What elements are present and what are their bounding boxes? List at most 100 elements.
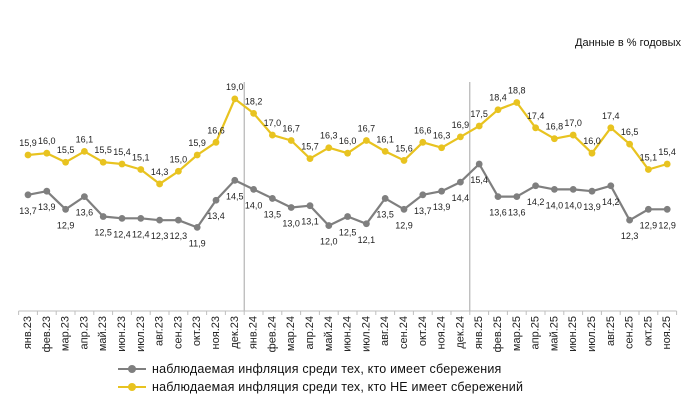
data-point-0 (663, 205, 671, 213)
data-point-1 (569, 131, 577, 139)
x-tick-label: июн.25 (567, 316, 579, 352)
data-point-1 (419, 138, 427, 146)
data-label-1: 16,7 (358, 124, 376, 134)
data-point-0 (457, 178, 464, 186)
data-label-0: 11,9 (189, 238, 206, 248)
x-tick-label: май.24 (323, 316, 335, 351)
x-tick-label: авг.23 (154, 316, 166, 346)
data-point-1 (551, 135, 558, 143)
data-label-0: 13,4 (207, 211, 225, 221)
data-label-0: 12,1 (358, 235, 376, 245)
x-tick-label: фев.25 (492, 316, 504, 352)
data-point-0 (81, 193, 88, 201)
data-label-0: 13,6 (489, 208, 507, 218)
data-label-0: 12,3 (151, 231, 169, 241)
data-point-1 (306, 155, 314, 163)
data-label-0: 12,9 (640, 220, 658, 230)
data-label-0: 12,4 (132, 229, 150, 239)
x-tick-label: авг.25 (605, 316, 617, 346)
data-label-1: 17,4 (527, 111, 545, 121)
legend-swatch-non-savers (118, 381, 146, 393)
data-point-1 (607, 124, 615, 132)
data-label-1: 16,7 (282, 124, 300, 134)
data-point-0 (607, 182, 615, 190)
data-point-0 (513, 193, 521, 201)
data-point-1 (645, 166, 652, 173)
data-label-0: 12,9 (658, 220, 676, 230)
x-axis-tick-labels: янв.23 фев.23 мар.23 апр.23 май.23 июн.23 июл.… (22, 316, 673, 352)
data-point-0 (62, 205, 69, 213)
data-label-1: 16,8 (546, 122, 564, 132)
data-point-1 (400, 157, 408, 164)
x-tick-label: июл.24 (360, 316, 372, 352)
data-label-0: 13,1 (301, 217, 319, 227)
data-label-1: 17,0 (564, 118, 582, 128)
x-tick-label: апр.25 (530, 316, 542, 349)
data-label-1: 15,1 (132, 152, 150, 162)
data-label-1: 18,2 (245, 96, 263, 106)
data-label-1: 17,0 (264, 118, 282, 128)
data-point-0 (626, 216, 633, 224)
data-point-1 (457, 133, 464, 141)
data-label-0: 12,0 (320, 237, 338, 247)
data-point-1 (344, 149, 351, 157)
data-label-0: 12,3 (621, 231, 639, 241)
data-point-1 (250, 109, 257, 117)
data-label-0: 12,9 (395, 220, 413, 230)
data-point-1 (81, 147, 88, 155)
data-point-0 (250, 185, 257, 193)
data-point-1 (588, 149, 596, 157)
data-point-1 (381, 147, 389, 155)
data-point-0 (551, 185, 558, 193)
data-label-0: 12,5 (94, 228, 112, 238)
data-label-0: 13,5 (376, 209, 394, 219)
data-point-0 (118, 214, 126, 222)
data-label-0: 14,0 (546, 200, 564, 210)
x-tick-label: авг.24 (379, 316, 391, 346)
x-tick-label: мар.25 (511, 316, 523, 351)
x-tick-label: янв.23 (22, 316, 34, 349)
x-tick-label: фев.23 (41, 316, 53, 352)
data-label-1: 15,5 (94, 145, 112, 155)
data-point-0 (438, 187, 445, 195)
data-label-0: 14,5 (226, 191, 244, 201)
data-point-0 (400, 205, 408, 213)
data-label-1: 16,1 (76, 134, 94, 144)
data-label-1: 15,6 (395, 143, 413, 153)
x-tick-label: дек.24 (454, 316, 466, 349)
data-label-0: 13,9 (38, 202, 56, 212)
data-point-1 (494, 106, 502, 114)
x-tick-label: янв.24 (248, 316, 260, 349)
x-tick-label: окт.23 (191, 316, 203, 346)
data-label-0: 12,9 (57, 220, 75, 230)
legend-swatch-savers (118, 363, 146, 375)
data-label-0: 13,9 (583, 202, 601, 212)
data-point-0 (99, 213, 107, 220)
x-tick-label: янв.25 (473, 316, 485, 349)
data-label-0: 14,4 (452, 193, 470, 203)
x-tick-label: ноя.24 (436, 316, 448, 349)
legend-label-non-savers: наблюдаемая инфляция среди тех, кто НЕ и… (152, 380, 524, 394)
data-point-1 (99, 158, 107, 166)
data-point-0 (344, 213, 351, 220)
data-label-0: 15,4 (470, 175, 488, 185)
data-point-1 (212, 138, 220, 146)
data-label-1: 15,4 (113, 147, 131, 157)
x-tick-label: июл.25 (586, 316, 598, 352)
x-tick-label: июн.23 (116, 316, 128, 352)
data-label-1: 18,4 (489, 93, 507, 103)
data-point-0 (137, 214, 145, 222)
year-separators (243, 82, 471, 311)
x-tick-label: мар.23 (60, 316, 72, 351)
data-label-1: 15,7 (301, 142, 319, 152)
data-point-0 (381, 195, 389, 202)
data-label-1: 15,5 (57, 145, 75, 155)
x-tick-label: июн.24 (342, 316, 354, 352)
data-point-0 (212, 196, 220, 204)
data-label-0: 12,3 (170, 231, 188, 241)
data-point-1 (287, 137, 295, 144)
x-tick-label: май.25 (548, 316, 560, 351)
data-point-0 (569, 185, 577, 193)
x-tick-label: сен.25 (624, 316, 636, 349)
